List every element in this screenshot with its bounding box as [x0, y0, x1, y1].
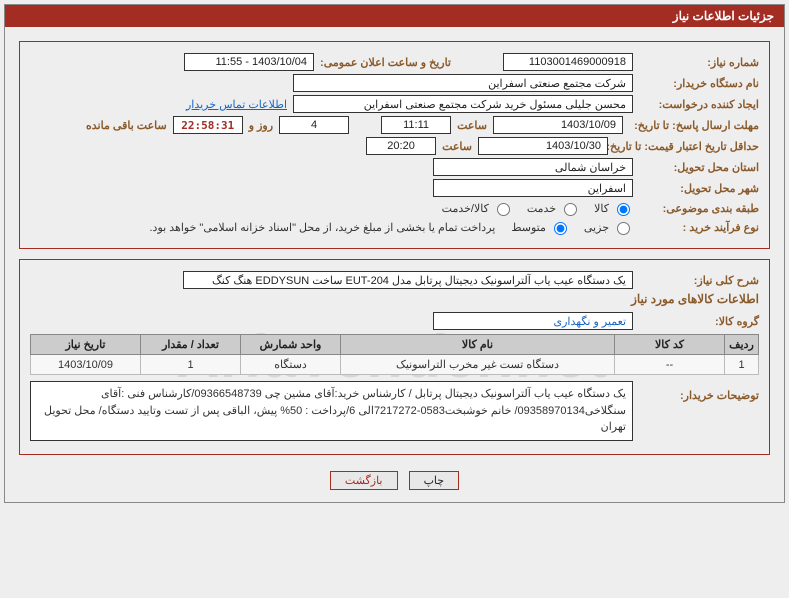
need-number: 1103001469000918 [503, 53, 633, 71]
process-type-group: جزیی متوسط [511, 219, 633, 235]
remaining-days: 4 [279, 116, 349, 134]
delivery-city: اسفراین [433, 179, 633, 197]
col-item-code: کد کالا [615, 335, 725, 355]
cell-item-name: دستگاه تست غیر مخرب التراسونیک [341, 355, 615, 375]
col-item-name: نام کالا [341, 335, 615, 355]
price-validity-time: 20:20 [366, 137, 436, 155]
goods-group: تعمیر و نگهداری [433, 312, 633, 330]
table-row: 1 -- دستگاه تست غیر مخرب التراسونیک دستگ… [31, 355, 759, 375]
announce-datetime: 1403/10/04 - 11:55 [184, 53, 314, 71]
process-medium-radio[interactable] [554, 222, 567, 235]
buyer-org-label: نام دستگاه خریدار: [639, 77, 759, 90]
print-button[interactable]: چاپ [409, 471, 460, 490]
delivery-province-label: استان محل تحویل: [639, 161, 759, 174]
price-validity-label: حداقل تاریخ اعتبار قیمت: تا تاریخ: [614, 140, 759, 153]
col-row-number: ردیف [725, 335, 759, 355]
days-and-label: روز و [249, 119, 273, 132]
cell-item-code: -- [615, 355, 725, 375]
hour-label-2: ساعت [442, 140, 472, 153]
process-minor-radio[interactable] [617, 222, 630, 235]
subject-category-group: کالا خدمت کالا/خدمت [442, 200, 633, 216]
price-validity-date: 1403/10/30 [478, 137, 608, 155]
buyer-notes: یک دستگاه عیب یاب آلتراسونیک دیجیتال پرت… [30, 381, 633, 441]
need-number-label: شماره نیاز: [639, 56, 759, 69]
category-goods-radio[interactable] [617, 203, 630, 216]
remaining-hours-label: ساعت باقی مانده [86, 119, 167, 132]
col-quantity: تعداد / مقدار [141, 335, 241, 355]
buyer-contact-link[interactable]: اطلاعات تماس خریدار [186, 98, 287, 111]
goods-group-label: گروه کالا: [639, 315, 759, 328]
category-goods-service-radio[interactable] [497, 203, 510, 216]
creator: محسن جلیلی مسئول خرید شرکت مجتمع صنعتی ا… [293, 95, 633, 113]
back-button[interactable]: بازگشت [330, 471, 398, 490]
need-info-section: شماره نیاز: 1103001469000918 تاریخ و ساع… [19, 41, 770, 249]
cell-quantity: 1 [141, 355, 241, 375]
col-need-date: تاریخ نیاز [31, 335, 141, 355]
panel-title: جزئیات اطلاعات نیاز [5, 5, 784, 27]
need-summary-label: شرح کلی نیاز: [639, 274, 759, 287]
response-deadline-label: مهلت ارسال پاسخ: تا تاریخ: [629, 119, 759, 132]
hour-label: ساعت [457, 119, 487, 132]
need-items-section: AriaTender.net شرح کلی نیاز: یک دستگاه ع… [19, 259, 770, 455]
delivery-city-label: شهر محل تحویل: [639, 182, 759, 195]
process-type-label: نوع فرآیند خرید : [639, 221, 759, 234]
buyer-notes-label: توضیحات خریدار: [639, 381, 759, 402]
items-section-title: اطلاعات کالاهای مورد نیاز [30, 292, 759, 306]
buyer-org: شرکت مجتمع صنعتی اسفراین [293, 74, 633, 92]
cell-row-number: 1 [725, 355, 759, 375]
creator-label: ایجاد کننده درخواست: [639, 98, 759, 111]
countdown-timer: 22:58:31 [173, 116, 243, 134]
response-deadline-time: 11:11 [381, 116, 451, 134]
payment-note: پرداخت تمام یا بخشی از مبلغ خرید، از محل… [150, 221, 496, 234]
need-summary: یک دستگاه عیب یاب آلتراسونیک دیجیتال پرت… [183, 271, 633, 289]
category-service-radio[interactable] [564, 203, 577, 216]
delivery-province: خراسان شمالی [433, 158, 633, 176]
subject-category-label: طبقه بندی موضوعی: [639, 202, 759, 215]
items-table: ردیف کد کالا نام کالا واحد شمارش تعداد /… [30, 334, 759, 375]
response-deadline-date: 1403/10/09 [493, 116, 623, 134]
cell-need-date: 1403/10/09 [31, 355, 141, 375]
col-unit: واحد شمارش [241, 335, 341, 355]
cell-unit: دستگاه [241, 355, 341, 375]
announce-datetime-label: تاریخ و ساعت اعلان عمومی: [320, 56, 451, 69]
